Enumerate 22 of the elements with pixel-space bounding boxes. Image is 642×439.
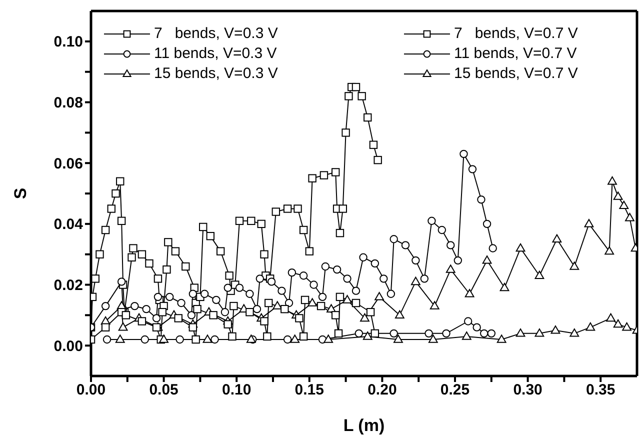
y-tick-label: 0.04 — [54, 216, 84, 234]
y-tick-label: 0.08 — [54, 94, 83, 112]
x-axis-title: L (m) — [343, 416, 385, 435]
x-tick-label: 0.15 — [294, 382, 324, 399]
legend-label: 15 bends, V=0.7 V — [454, 64, 578, 84]
text: 0.00 — [76, 382, 106, 399]
x-tick-label: 0.30 — [513, 382, 542, 399]
y-tick-label: 0.00 — [54, 338, 83, 355]
y-tick-label: 0.10 — [54, 34, 83, 51]
x-tick-label: 0.10 — [222, 382, 252, 399]
x-tick-label: 0.20 — [368, 382, 397, 399]
legend-label: 11 bends, V=0.7 V — [454, 44, 577, 64]
x-tick-label: 0.25 — [440, 382, 470, 399]
x-tick-label: 0.05 — [149, 382, 178, 399]
legend-label: 11 bends, V=0.3 V — [154, 44, 277, 64]
legend-label: 15 bends, V=0.3 V — [154, 64, 278, 84]
legend-label: 7 bends, V=0.7 V — [454, 24, 578, 44]
y-tick-label: 0.02 — [54, 277, 83, 294]
legend-label: 7 bends, V=0.3 V — [154, 24, 278, 44]
y-tick-label: 0.06 — [54, 155, 83, 172]
y-axis-title: S — [10, 188, 30, 200]
x-tick-label: 0.35 — [586, 382, 616, 399]
